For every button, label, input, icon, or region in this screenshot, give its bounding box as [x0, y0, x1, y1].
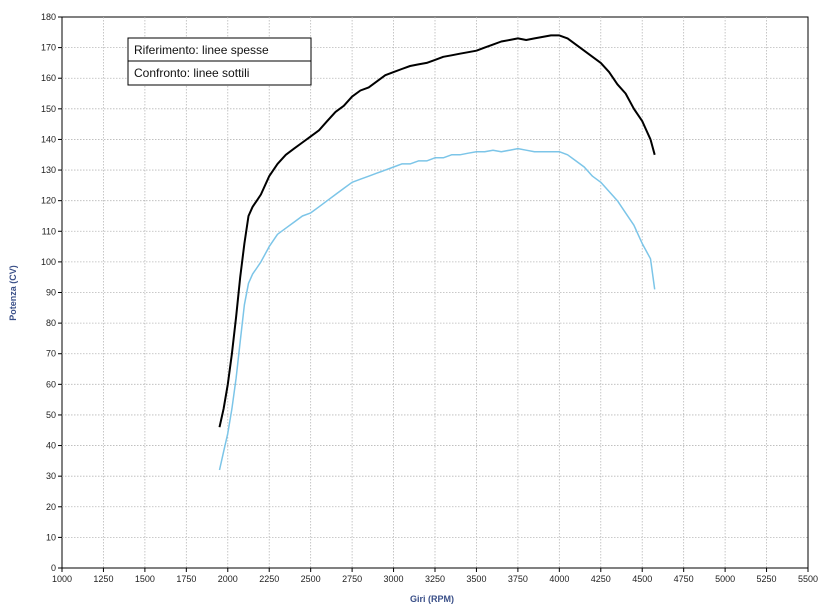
grid [62, 17, 808, 568]
x-tick-label: 2750 [342, 574, 362, 584]
x-tick-label: 3500 [466, 574, 486, 584]
x-tick-label: 2500 [301, 574, 321, 584]
y-tick-label: 100 [41, 257, 56, 267]
y-tick-label: 0 [51, 563, 56, 573]
x-tick-label: 1250 [93, 574, 113, 584]
series-line-comparison [218, 147, 656, 471]
y-tick-label: 180 [41, 12, 56, 22]
y-tick-label: 170 [41, 43, 56, 53]
y-tick-label: 20 [46, 502, 56, 512]
y-axis-ticks: 0 10 20 30 40 50 60 70 80 90 100 110 120 130 140 150 160… [41, 12, 62, 573]
y-tick-label: 160 [41, 73, 56, 83]
y-tick-label: 150 [41, 104, 56, 114]
y-tick-label: 60 [46, 379, 56, 389]
x-tick-label: 1500 [135, 574, 155, 584]
legend: Riferimento: linee spesse Confronto: lin… [127, 37, 312, 86]
x-tick-label: 1000 [52, 574, 72, 584]
x-tick-label: 3000 [384, 574, 404, 584]
x-tick-label: 4000 [549, 574, 569, 584]
x-tick-label: 2000 [218, 574, 238, 584]
x-tick-label: 4500 [632, 574, 652, 584]
y-tick-label: 40 [46, 441, 56, 451]
x-tick-label: 3750 [508, 574, 528, 584]
y-tick-label: 30 [46, 471, 56, 481]
x-tick-label: 3250 [425, 574, 445, 584]
x-tick-label: 2250 [259, 574, 279, 584]
x-tick-label: 4750 [674, 574, 694, 584]
y-tick-label: 10 [46, 532, 56, 542]
series-group [218, 34, 656, 471]
y-tick-label: 70 [46, 349, 56, 359]
y-tick-label: 120 [41, 196, 56, 206]
legend-item-comparison: Confronto: linee sottili [134, 66, 249, 80]
y-tick-label: 130 [41, 165, 56, 175]
x-axis-title: Giri (RPM) [410, 594, 454, 604]
y-tick-label: 110 [42, 226, 56, 236]
x-axis-ticks: 1000 1250 1500 1750 2000 2250 2500 2750 3000 3250… [52, 568, 818, 584]
x-tick-label: 5250 [757, 574, 777, 584]
x-tick-label: 5000 [715, 574, 735, 584]
y-axis-title: Potenza (CV) [8, 265, 18, 321]
series-line-reference [218, 34, 656, 428]
y-tick-label: 90 [46, 288, 56, 298]
x-tick-label: 5500 [798, 574, 818, 584]
legend-item-reference: Riferimento: linee spesse [134, 43, 269, 57]
y-tick-label: 80 [46, 318, 56, 328]
x-tick-label: 1750 [176, 574, 196, 584]
x-tick-label: 4250 [591, 574, 611, 584]
y-tick-label: 50 [46, 410, 56, 420]
y-tick-label: 140 [41, 134, 56, 144]
